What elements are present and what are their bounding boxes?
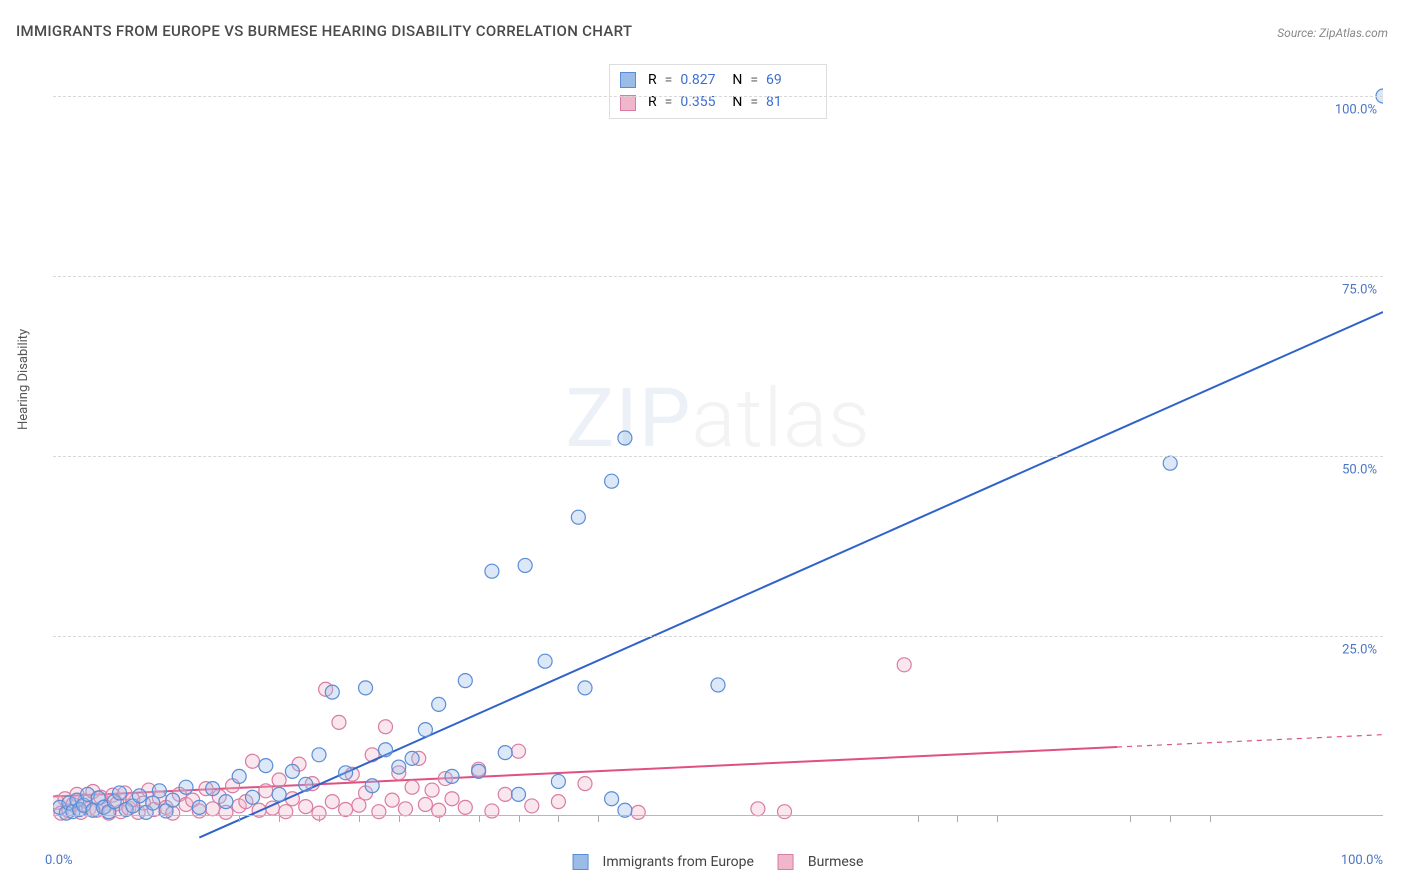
legend-N-label: N xyxy=(732,69,742,91)
legend-label-europe: Immigrants from Europe xyxy=(603,854,754,870)
x-tick xyxy=(479,816,480,822)
legend-item-burmese: Burmese xyxy=(778,854,864,870)
grid-line xyxy=(53,276,1383,277)
x-tick xyxy=(957,816,958,822)
grid-line xyxy=(53,456,1383,457)
legend-eq: = xyxy=(665,69,673,91)
legend-eq: = xyxy=(750,91,758,113)
x-tick xyxy=(439,816,440,822)
legend-item-europe: Immigrants from Europe xyxy=(573,854,754,870)
legend-swatch-europe xyxy=(620,72,636,88)
legend-row-burmese: R = 0.355 N = 81 xyxy=(620,91,812,113)
legend-N-burmese: 81 xyxy=(766,91,812,113)
x-axis-end-label: 100.0% xyxy=(1341,853,1383,868)
x-tick xyxy=(399,816,400,822)
grid-line xyxy=(53,96,1383,97)
x-axis-line xyxy=(53,815,1383,816)
legend-R-burmese: 0.355 xyxy=(680,91,726,113)
x-tick xyxy=(519,816,520,822)
x-axis-origin-label: 0.0% xyxy=(45,853,73,868)
legend-N-europe: 69 xyxy=(766,69,812,91)
y-tick-label: 50.0% xyxy=(1342,463,1377,478)
grid-line xyxy=(53,636,1383,637)
legend-eq: = xyxy=(665,91,673,113)
legend-R-label: R xyxy=(648,91,657,113)
x-tick xyxy=(359,816,360,822)
source-label: Source: xyxy=(1277,26,1316,40)
source-name: ZipAtlas.com xyxy=(1319,26,1388,40)
x-tick xyxy=(319,816,320,822)
x-tick xyxy=(239,816,240,822)
chart-area: ZIPatlas R = 0.827 N = 69 R = 0.355 N = … xyxy=(53,60,1383,840)
legend-swatch-europe xyxy=(573,854,589,870)
x-tick xyxy=(279,816,280,822)
y-tick-label: 25.0% xyxy=(1342,643,1377,658)
x-tick xyxy=(1210,816,1211,822)
legend-label-burmese: Burmese xyxy=(808,854,864,870)
x-tick xyxy=(558,816,559,822)
y-axis-label: Hearing Disability xyxy=(16,329,31,430)
x-tick xyxy=(997,816,998,822)
legend-R-label: R xyxy=(648,69,657,91)
x-tick xyxy=(918,816,919,822)
x-tick xyxy=(598,816,599,822)
legend-N-label: N xyxy=(732,91,742,113)
legend-swatch-burmese xyxy=(778,854,794,870)
y-tick-label: 75.0% xyxy=(1342,283,1377,298)
plot-svg xyxy=(53,60,1383,840)
y-tick-label: 100.0% xyxy=(1335,103,1377,118)
x-tick xyxy=(1170,816,1171,822)
legend-bottom: Immigrants from Europe Burmese xyxy=(573,854,864,870)
legend-correlation-box: R = 0.827 N = 69 R = 0.355 N = 81 xyxy=(609,64,827,119)
legend-row-europe: R = 0.827 N = 69 xyxy=(620,69,812,91)
chart-title: IMMIGRANTS FROM EUROPE VS BURMESE HEARIN… xyxy=(16,22,632,40)
x-tick xyxy=(1130,816,1131,822)
legend-R-europe: 0.827 xyxy=(680,69,726,91)
source-attribution: Source: ZipAtlas.com xyxy=(1277,26,1388,40)
legend-eq: = xyxy=(750,69,758,91)
